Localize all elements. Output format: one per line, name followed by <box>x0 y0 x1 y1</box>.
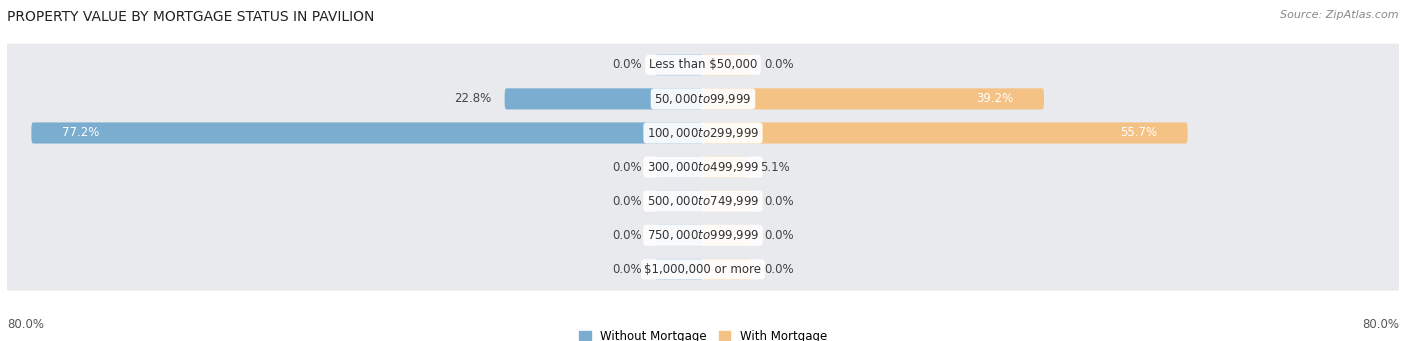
Text: $1,000,000 or more: $1,000,000 or more <box>644 263 762 276</box>
Text: $50,000 to $99,999: $50,000 to $99,999 <box>654 92 752 106</box>
FancyBboxPatch shape <box>655 225 703 246</box>
Legend: Without Mortgage, With Mortgage: Without Mortgage, With Mortgage <box>579 330 827 341</box>
FancyBboxPatch shape <box>655 191 703 212</box>
Text: Less than $50,000: Less than $50,000 <box>648 58 758 71</box>
FancyBboxPatch shape <box>505 88 703 109</box>
FancyBboxPatch shape <box>703 225 751 246</box>
FancyBboxPatch shape <box>6 214 1400 256</box>
FancyBboxPatch shape <box>6 78 1400 120</box>
Text: 0.0%: 0.0% <box>613 161 643 174</box>
Text: 5.1%: 5.1% <box>761 161 790 174</box>
Text: Source: ZipAtlas.com: Source: ZipAtlas.com <box>1281 10 1399 20</box>
Text: PROPERTY VALUE BY MORTGAGE STATUS IN PAVILION: PROPERTY VALUE BY MORTGAGE STATUS IN PAV… <box>7 10 374 24</box>
Text: 0.0%: 0.0% <box>763 195 793 208</box>
Text: $100,000 to $299,999: $100,000 to $299,999 <box>647 126 759 140</box>
Text: 39.2%: 39.2% <box>976 92 1014 105</box>
Text: 80.0%: 80.0% <box>7 318 44 331</box>
Text: 0.0%: 0.0% <box>613 58 643 71</box>
FancyBboxPatch shape <box>6 146 1400 188</box>
FancyBboxPatch shape <box>703 54 751 75</box>
Text: 77.2%: 77.2% <box>62 127 100 139</box>
FancyBboxPatch shape <box>6 180 1400 222</box>
FancyBboxPatch shape <box>703 122 1188 144</box>
FancyBboxPatch shape <box>703 191 751 212</box>
Text: 0.0%: 0.0% <box>613 229 643 242</box>
Text: 0.0%: 0.0% <box>613 195 643 208</box>
FancyBboxPatch shape <box>31 122 703 144</box>
Text: 0.0%: 0.0% <box>613 263 643 276</box>
FancyBboxPatch shape <box>655 259 703 280</box>
Text: $300,000 to $499,999: $300,000 to $499,999 <box>647 160 759 174</box>
Text: 80.0%: 80.0% <box>1362 318 1399 331</box>
FancyBboxPatch shape <box>655 157 703 178</box>
FancyBboxPatch shape <box>6 248 1400 291</box>
Text: 55.7%: 55.7% <box>1121 127 1157 139</box>
Text: 0.0%: 0.0% <box>763 263 793 276</box>
FancyBboxPatch shape <box>655 54 703 75</box>
Text: 0.0%: 0.0% <box>763 229 793 242</box>
Text: $500,000 to $749,999: $500,000 to $749,999 <box>647 194 759 208</box>
FancyBboxPatch shape <box>703 88 1045 109</box>
Text: 0.0%: 0.0% <box>763 58 793 71</box>
Text: 22.8%: 22.8% <box>454 92 492 105</box>
FancyBboxPatch shape <box>6 112 1400 154</box>
Text: $750,000 to $999,999: $750,000 to $999,999 <box>647 228 759 242</box>
FancyBboxPatch shape <box>703 157 748 178</box>
FancyBboxPatch shape <box>703 259 751 280</box>
FancyBboxPatch shape <box>6 44 1400 86</box>
